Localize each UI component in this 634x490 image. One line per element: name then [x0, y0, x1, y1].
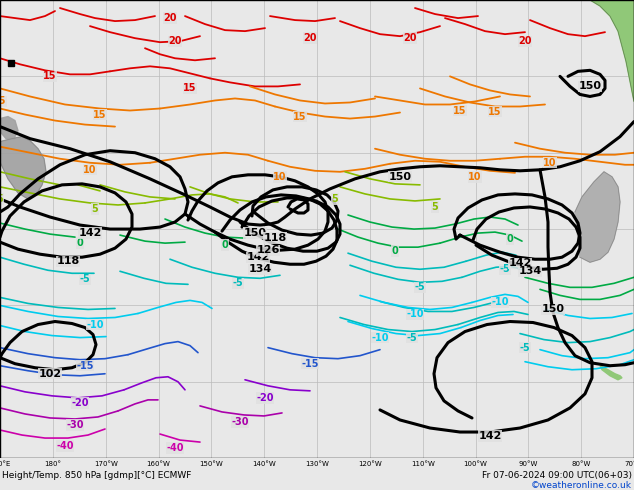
Text: 20: 20 [168, 36, 182, 46]
Text: 180°: 180° [44, 461, 61, 467]
Text: 100°W: 100°W [463, 461, 488, 467]
Text: -20: -20 [71, 398, 89, 408]
Text: -30: -30 [231, 417, 249, 427]
Text: -10: -10 [372, 333, 389, 343]
Text: 134: 134 [249, 264, 271, 274]
Text: 142: 142 [79, 228, 101, 238]
Text: 118: 118 [56, 256, 80, 266]
Text: 142: 142 [508, 258, 532, 268]
Text: Fr 07-06-2024 09:00 UTC(06+03): Fr 07-06-2024 09:00 UTC(06+03) [482, 470, 632, 480]
Text: 150: 150 [389, 172, 411, 182]
Text: 5: 5 [332, 194, 339, 204]
Text: 10: 10 [543, 158, 557, 168]
Polygon shape [8, 60, 14, 66]
Text: 142: 142 [247, 252, 269, 262]
Text: Height/Temp. 850 hPa [gdmp][°C] ECMWF: Height/Temp. 850 hPa [gdmp][°C] ECMWF [2, 470, 191, 480]
Text: 90°W: 90°W [519, 461, 538, 467]
Text: 142: 142 [478, 431, 501, 441]
Text: 20: 20 [163, 13, 177, 23]
Text: 150: 150 [243, 228, 266, 238]
Text: 5: 5 [0, 194, 3, 204]
Text: 20: 20 [303, 33, 317, 43]
Text: 15: 15 [294, 112, 307, 122]
Polygon shape [0, 137, 46, 199]
Text: 10: 10 [83, 165, 97, 175]
Text: -5: -5 [233, 278, 243, 288]
Text: -5: -5 [520, 343, 531, 353]
Text: 15: 15 [0, 97, 7, 106]
Text: 126: 126 [256, 245, 280, 255]
Text: 15: 15 [43, 72, 57, 81]
Text: 80°W: 80°W [571, 461, 591, 467]
Text: -10: -10 [86, 319, 104, 329]
Text: -5: -5 [500, 264, 510, 274]
Text: 15: 15 [183, 83, 197, 94]
Text: 130°W: 130°W [305, 461, 329, 467]
Text: -40: -40 [166, 443, 184, 453]
Text: 102: 102 [39, 369, 61, 379]
Text: 160°W: 160°W [146, 461, 171, 467]
Polygon shape [600, 366, 622, 380]
Polygon shape [0, 117, 18, 139]
Text: 0: 0 [392, 246, 398, 256]
Text: 5: 5 [432, 202, 438, 212]
Text: -20: -20 [256, 393, 274, 403]
Text: 70°W: 70°W [624, 461, 634, 467]
Text: 10: 10 [469, 172, 482, 182]
Text: -5: -5 [406, 333, 417, 343]
Text: 15: 15 [488, 106, 501, 117]
Text: 120°W: 120°W [358, 461, 382, 467]
Text: 15: 15 [453, 105, 467, 116]
Text: -10: -10 [491, 297, 508, 307]
Text: 170°E: 170°E [0, 461, 11, 467]
Text: 15: 15 [93, 110, 107, 120]
Text: -15: -15 [76, 361, 94, 371]
Text: 20: 20 [403, 33, 417, 43]
Text: ©weatheronline.co.uk: ©weatheronline.co.uk [531, 481, 632, 490]
Text: -40: -40 [56, 441, 74, 451]
Text: 20: 20 [518, 36, 532, 46]
Polygon shape [588, 0, 634, 101]
Text: 150: 150 [541, 304, 564, 315]
Text: 0: 0 [222, 240, 228, 250]
Text: -30: -30 [66, 420, 84, 430]
Text: -5: -5 [415, 282, 425, 293]
Text: -10: -10 [406, 310, 424, 319]
Text: 134: 134 [519, 266, 541, 276]
Text: -15: -15 [301, 359, 319, 368]
Text: -5: -5 [80, 274, 91, 284]
Polygon shape [575, 172, 620, 262]
Text: 118: 118 [263, 233, 287, 243]
Text: 150°W: 150°W [200, 461, 223, 467]
Text: 140°W: 140°W [252, 461, 276, 467]
Text: 150: 150 [578, 81, 602, 92]
Text: 110°W: 110°W [411, 461, 434, 467]
Text: 5: 5 [92, 204, 98, 214]
Text: 170°W: 170°W [94, 461, 117, 467]
Text: 0: 0 [77, 238, 84, 248]
Text: 10: 10 [273, 172, 287, 182]
Text: 0: 0 [507, 234, 514, 244]
